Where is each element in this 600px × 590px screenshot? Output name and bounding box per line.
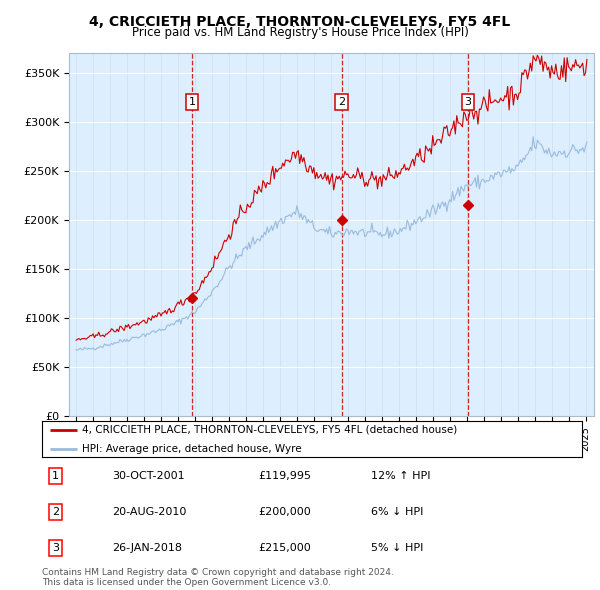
Text: 30-OCT-2001: 30-OCT-2001: [112, 471, 185, 481]
Text: 26-JAN-2018: 26-JAN-2018: [112, 543, 182, 553]
Text: 1: 1: [52, 471, 59, 481]
Text: Price paid vs. HM Land Registry's House Price Index (HPI): Price paid vs. HM Land Registry's House …: [131, 26, 469, 39]
Text: 4, CRICCIETH PLACE, THORNTON-CLEVELEYS, FY5 4FL (detached house): 4, CRICCIETH PLACE, THORNTON-CLEVELEYS, …: [83, 425, 458, 435]
Text: 1: 1: [188, 97, 196, 107]
Text: 5% ↓ HPI: 5% ↓ HPI: [371, 543, 424, 553]
Text: 12% ↑ HPI: 12% ↑ HPI: [371, 471, 431, 481]
Text: 6% ↓ HPI: 6% ↓ HPI: [371, 507, 424, 517]
Text: £215,000: £215,000: [258, 543, 311, 553]
Text: 4, CRICCIETH PLACE, THORNTON-CLEVELEYS, FY5 4FL: 4, CRICCIETH PLACE, THORNTON-CLEVELEYS, …: [89, 15, 511, 29]
Text: HPI: Average price, detached house, Wyre: HPI: Average price, detached house, Wyre: [83, 444, 302, 454]
Text: 2: 2: [338, 97, 345, 107]
Text: Contains HM Land Registry data © Crown copyright and database right 2024.
This d: Contains HM Land Registry data © Crown c…: [42, 568, 394, 587]
Text: £200,000: £200,000: [258, 507, 311, 517]
Text: 2: 2: [52, 507, 59, 517]
Text: £119,995: £119,995: [258, 471, 311, 481]
Text: 20-AUG-2010: 20-AUG-2010: [112, 507, 187, 517]
Text: 3: 3: [52, 543, 59, 553]
Text: 3: 3: [464, 97, 472, 107]
